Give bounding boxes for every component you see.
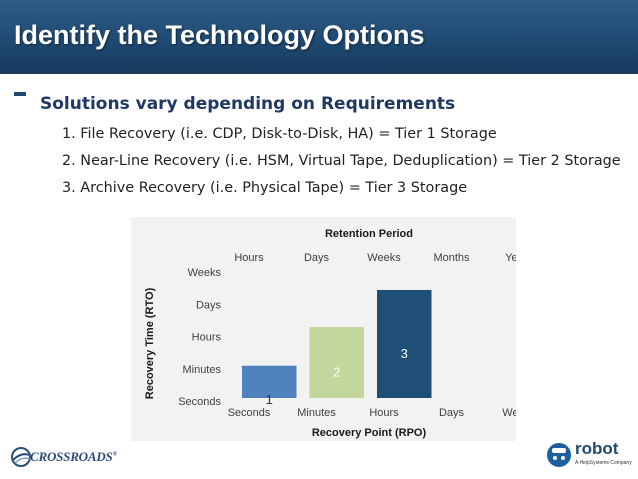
crossroads-logo: CROSSROADS® [30,449,117,465]
bar-label: 1 [266,392,273,407]
top-tick-label: Months [433,252,470,264]
bullet-heading: Solutions vary depending on Requirements [40,94,456,114]
bar-label: 3 [401,346,408,361]
robot-logo-subtitle: A HelpSystems Company [575,460,632,466]
chart: Retention Period Recovery Point (RPO) Reco… [144,228,516,439]
y-axis-title: Recovery Time (RTO) [144,287,156,399]
crossroads-logo-text: CROSSROADS [30,449,113,464]
y-tick-label: Seconds [178,396,221,408]
chart-title: Retention Period [325,228,413,240]
bar-2 [309,327,364,398]
bar-3 [377,289,432,398]
top-tick-label: Days [304,252,330,264]
slide-title: Identify the Technology Options [14,20,425,50]
bar-label: 2 [333,365,340,380]
top-tick-label: Hours [234,252,264,264]
robot-logo-icon [545,440,573,473]
robot-logo-text: robot [575,439,619,458]
list-item-3: 3. Archive Recovery (i.e. Physical Tape)… [62,180,468,196]
crossroads-logo-mark: ® [112,451,118,458]
list-item-1: 1. File Recovery (i.e. CDP, Disk-to-Disk… [62,126,497,142]
list-item-2: 2. Near-Line Recovery (i.e. HSM, Virtual… [62,153,621,169]
bullet-dash [14,92,26,96]
crossroads-logo-icon [10,446,32,473]
y-tick-label: Hours [192,332,222,344]
bar-1 [242,365,297,398]
top-tick-label: Weeks [367,252,401,264]
bottom-tick-label: Minutes [297,407,336,419]
y-tick-label: Weeks [188,267,222,279]
top-tick-label: Years [505,252,516,264]
y-tick-label: Days [196,299,222,311]
bottom-tick-label: Hours [369,407,399,419]
bottom-tick-label: Seconds [228,407,271,419]
bottom-tick-label: Days [439,407,465,419]
bottom-tick-label: Weeks [502,407,516,419]
title-bar: Identify the Technology Options [0,0,638,74]
x-axis-title: Recovery Point (RPO) [312,427,427,439]
bullet-list: 1. File Recovery (i.e. CDP, Disk-to-Disk… [62,126,621,207]
y-tick-label: Minutes [182,364,221,376]
